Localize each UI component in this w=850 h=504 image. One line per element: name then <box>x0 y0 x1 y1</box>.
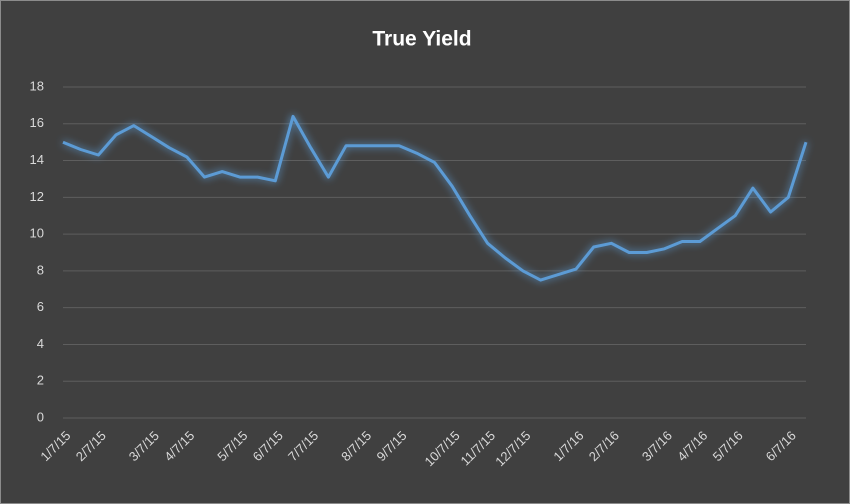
data-line <box>62 114 808 282</box>
y-tick-label: 16 <box>30 115 44 130</box>
y-tick-label: 18 <box>30 78 44 93</box>
y-tick-label: 12 <box>30 189 44 204</box>
y-tick-label: 2 <box>37 373 44 388</box>
y-tick-label: 8 <box>37 262 44 277</box>
y-tick-label: 4 <box>37 336 44 351</box>
y-tick-label: 6 <box>37 299 44 314</box>
y-tick-label: 14 <box>30 152 44 167</box>
y-tick-label: 10 <box>30 226 44 241</box>
y-tick-label: 0 <box>37 409 44 424</box>
chart-title: True Yield <box>372 28 471 51</box>
